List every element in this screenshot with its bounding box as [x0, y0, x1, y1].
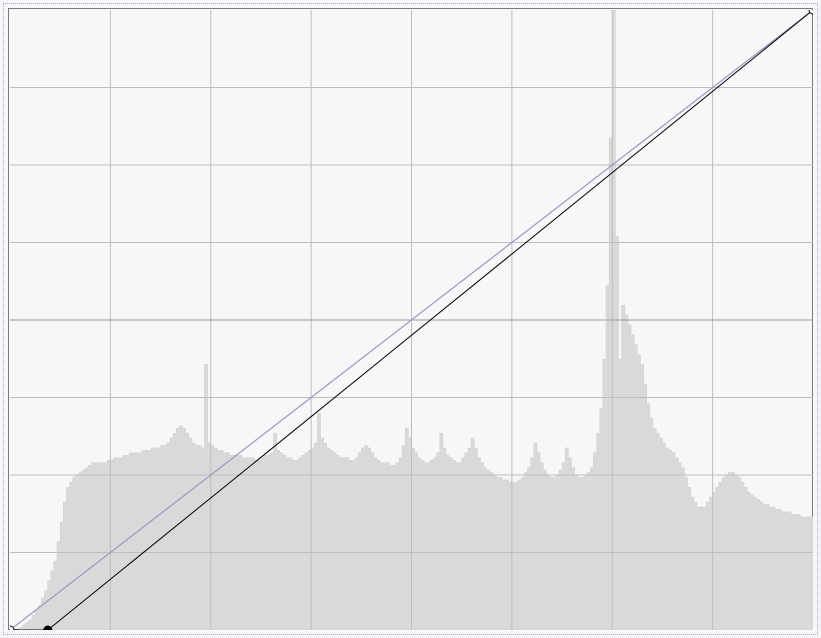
- curves-svg[interactable]: [10, 10, 813, 630]
- curves-chart[interactable]: [8, 8, 813, 630]
- curve-handle[interactable]: [10, 626, 14, 630]
- curve-handle[interactable]: [44, 626, 52, 630]
- curve-handle[interactable]: [809, 10, 813, 14]
